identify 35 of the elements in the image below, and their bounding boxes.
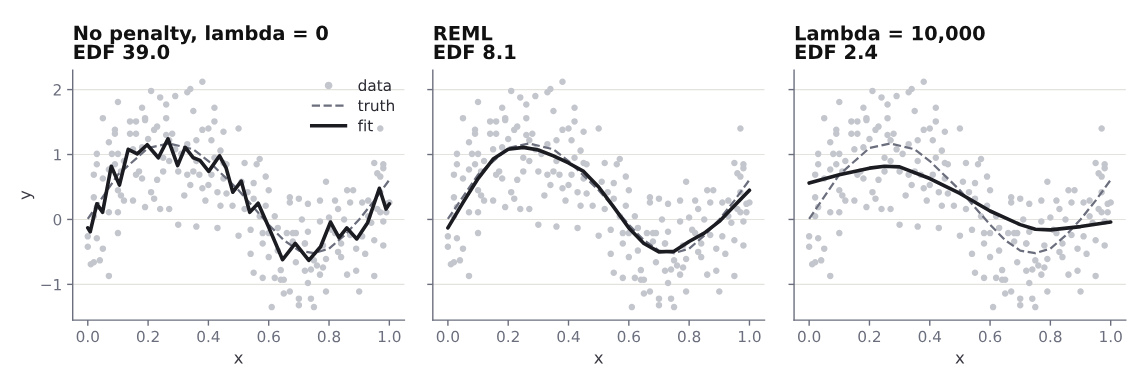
x-tick-label: 1.0	[1100, 330, 1122, 343]
x-tick-label: 0.8	[678, 330, 701, 343]
x-axis-title: x	[955, 354, 965, 364]
x-tick-label: 0.4	[197, 330, 220, 343]
y-tick-label: 2	[53, 84, 61, 96]
x-tick-label: 0.2	[497, 330, 519, 343]
y-axis-title: y	[21, 190, 35, 200]
chart-subtitle: EDF 2.4	[795, 44, 878, 60]
chart-title: No penalty, lambda = 0	[74, 25, 328, 45]
x-tick-label: 0.2	[136, 330, 159, 343]
x-tick-label: 1.0	[738, 330, 761, 343]
legend-label: fit	[357, 119, 373, 132]
x-tick-label: 0.0	[436, 330, 460, 343]
x-tick-label: 0.6	[257, 330, 280, 343]
x-tick-label: 0.0	[76, 330, 99, 343]
x-tick-label: 0.2	[858, 330, 881, 343]
x-tick-label: 0.6	[978, 330, 1002, 343]
y-tick-label: 0	[53, 213, 62, 226]
y-tick-label: 1	[54, 149, 61, 161]
chart-subtitle: EDF 39.0	[74, 44, 170, 60]
legend-label: data	[358, 79, 391, 92]
chart-title: Lambda = 10,000	[795, 25, 985, 43]
y-tick-label: −1	[41, 279, 61, 291]
x-tick-label: 0.4	[557, 330, 580, 343]
x-tick-label: 0.0	[798, 330, 821, 343]
x-tick-label: 0.6	[617, 330, 641, 343]
x-tick-label: 1.0	[378, 330, 401, 343]
chart-subtitle: EDF 8.1	[434, 44, 516, 60]
x-tick-label: 0.8	[1039, 330, 1062, 343]
x-tick-label: 0.4	[918, 330, 942, 343]
x-axis-title: x	[234, 354, 243, 364]
x-tick-label: 0.8	[317, 330, 341, 343]
x-axis-title: x	[594, 354, 604, 364]
legend-label: truth	[358, 99, 394, 112]
chart-title: REML	[434, 26, 493, 41]
